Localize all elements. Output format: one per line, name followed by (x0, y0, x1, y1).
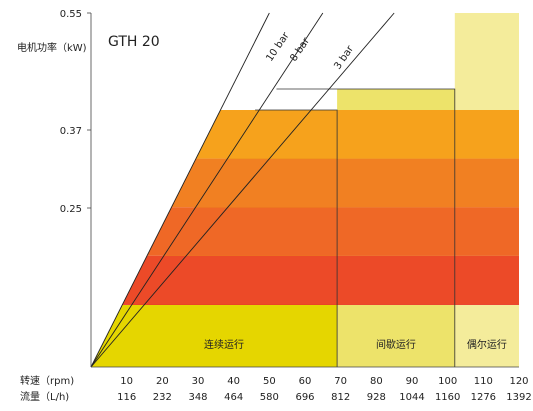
x-tick-label-2-2: 232 (153, 392, 172, 403)
x-tick-label-1-3: 30 (192, 376, 205, 387)
x-tick-label-1-4: 40 (227, 376, 240, 387)
y-tick-label-1: 0.55 (60, 9, 82, 20)
x-tick-label-2-6: 696 (295, 392, 314, 403)
x-tick-label-2-11: 1276 (471, 392, 496, 403)
x-tick-label-1-1: 10 (120, 376, 133, 387)
x-tick-label-1-2: 20 (156, 376, 169, 387)
zone-label-2: 间歇运行 (376, 338, 416, 351)
zone-outlines (255, 88, 456, 367)
x-tick-label-1-9: 90 (406, 376, 419, 387)
x-axis-rows: 转速（rpm) 10 20 30 40 50 60 70 80 90 100 110 120 流量（L/h… (20, 374, 532, 403)
pressure-line-2 (90, 12, 324, 368)
x-tick-label-2-9: 1044 (399, 392, 424, 403)
x-tick-label-1-11: 110 (474, 376, 493, 387)
x-row-label-2: 流量（L/h) (20, 390, 69, 403)
pressure-line-label-3: 3 bar (332, 43, 356, 72)
x-tick-label-2-1: 116 (117, 392, 136, 403)
x-tick-label-1-6: 60 (299, 376, 312, 387)
x-tick-label-1-10: 100 (438, 376, 457, 387)
chart-title: GTH 20 (108, 34, 160, 50)
x-tick-label-2-3: 348 (188, 392, 207, 403)
y-tick-label-3: 0.25 (60, 204, 82, 215)
x-tick-label-1-7: 70 (334, 376, 347, 387)
power-bands (91, 13, 519, 367)
x-tick-label-2-12: 1392 (506, 392, 531, 403)
y-tick-label-2: 0.37 (60, 126, 82, 137)
intermittent-zone-fill (337, 305, 455, 367)
zone-label-3: 偶尔运行 (467, 338, 507, 351)
power-band-4 (91, 255, 519, 305)
y-ticks: 0.55 0.37 0.25 (60, 9, 91, 215)
x-tick-label-1-5: 50 (263, 376, 276, 387)
x-tick-label-2-10: 1160 (435, 392, 460, 403)
x-tick-label-1-12: 120 (509, 376, 528, 387)
pressure-line-3 (90, 12, 395, 368)
occasional-zone-fill (454, 305, 519, 367)
y-axis-label: 电机功率（kW) (17, 41, 87, 54)
x-tick-label-2-8: 928 (367, 392, 386, 403)
continuous-zone-outline (255, 109, 338, 367)
intermittent-zone-outline (276, 88, 456, 367)
pressure-lines (90, 12, 395, 368)
x-tick-label-2-7: 812 (331, 392, 350, 403)
zone-labels: 连续运行 间歇运行 偶尔运行 (204, 338, 507, 351)
continuous-zone-fill (91, 305, 338, 367)
x-tick-label-2-4: 464 (224, 392, 243, 403)
pressure-line-1 (90, 12, 270, 368)
x-row-label-1: 转速（rpm) (20, 374, 74, 387)
x-tick-label-2-5: 580 (260, 392, 279, 403)
x-tick-label-1-8: 80 (370, 376, 383, 387)
zone-label-1: 连续运行 (204, 338, 244, 351)
